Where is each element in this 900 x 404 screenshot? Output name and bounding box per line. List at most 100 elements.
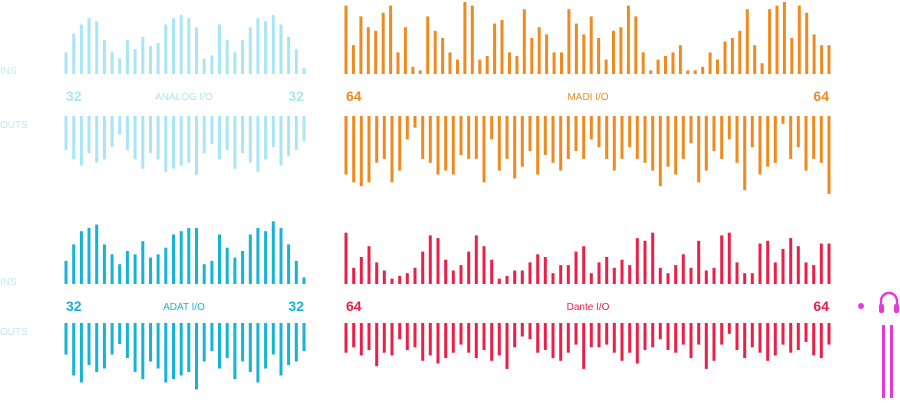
analog-outs-bar — [187, 116, 191, 163]
analog-outs-bar — [172, 116, 175, 169]
dante-ins-bar — [681, 254, 685, 284]
madi-ins-bar — [433, 30, 437, 74]
dante-outs-bar — [513, 323, 517, 348]
madi-outs-bar — [505, 116, 509, 159]
madi-ins-bar — [418, 70, 422, 74]
dante-outs-bar — [344, 323, 348, 353]
madi-ins-bar — [723, 41, 727, 74]
dante-outs-bar — [612, 323, 616, 353]
dante-outs-bar — [589, 323, 593, 348]
madi-ins-bar — [797, 5, 801, 75]
analog-ins-bar — [87, 18, 91, 74]
analog-outs-bar — [225, 116, 229, 151]
analog-ins-bar — [202, 58, 206, 74]
madi-ins-bars — [344, 2, 831, 75]
madi-ins-bar — [366, 27, 370, 74]
madi-outs-bar — [758, 116, 762, 175]
madi-outs-bar — [352, 116, 356, 183]
adat-outs-bar — [248, 323, 252, 372]
adat-outs-bar — [87, 323, 91, 365]
adat-ins-bar — [287, 244, 291, 284]
madi-outs-bar — [612, 116, 616, 171]
adat-outs-bar — [64, 323, 68, 355]
dante-outs-bar — [666, 323, 670, 350]
analog-ins-bar — [102, 39, 106, 74]
madi-ins-bar — [664, 56, 667, 74]
adat-outs-bar — [118, 323, 122, 344]
analog-ins-bar — [95, 21, 99, 74]
madi-outs-bar — [827, 116, 831, 194]
dante-outs-bar — [597, 323, 601, 348]
dante-outs-bar — [819, 323, 823, 359]
dante-ins-bar — [528, 262, 532, 284]
dante-ins-bar — [505, 275, 509, 284]
madi-outs-bar — [497, 116, 501, 171]
madi-ins-bar — [671, 52, 675, 74]
madi-ins-bar — [485, 56, 489, 74]
madi-ins-bar — [567, 9, 571, 75]
madi-ins-bar — [574, 23, 578, 75]
headphone-meter-left — [882, 325, 885, 398]
dante-outs-bar — [697, 323, 701, 345]
adat-count-right: 32 — [288, 298, 304, 314]
adat-ins-bar — [210, 260, 214, 284]
dante-ins-bar — [804, 262, 808, 284]
madi-ins-bar — [359, 16, 363, 74]
madi-outs-bar — [750, 116, 754, 148]
dante-ins-bar — [727, 232, 731, 284]
analog-title: ANALOG I/O — [155, 92, 213, 103]
analog-ins-bar — [256, 18, 260, 74]
dante-ins-bar — [704, 270, 708, 284]
madi-outs-bar — [689, 116, 693, 144]
analog-outs-bar — [264, 116, 268, 160]
dante-ins-bar — [651, 232, 655, 284]
dante-ins-bar — [390, 278, 394, 284]
adat-outs-bar — [125, 323, 129, 358]
madi-ins-bar — [604, 59, 608, 74]
madi-ins-bar — [693, 70, 697, 74]
madi-ins-bar — [634, 16, 638, 74]
dante-ins-bar — [574, 251, 578, 284]
adat-ins-bar — [271, 221, 275, 284]
analog-outs-bar — [302, 116, 306, 141]
adat-outs-bar — [210, 323, 214, 351]
analog-ins-bar — [218, 24, 221, 74]
madi-ins-bar — [827, 45, 831, 74]
madi-count-left: 64 — [346, 88, 362, 104]
madi-outs-bar — [727, 116, 731, 140]
dante-ins-bar — [597, 262, 601, 284]
adat-outs-bar — [256, 323, 260, 383]
madi-outs-bar — [589, 116, 593, 140]
madi-outs-bar — [704, 116, 708, 171]
madi-outs-bar — [551, 116, 555, 163]
analog-ins-bar — [248, 27, 252, 74]
madi-outs-bar — [398, 116, 402, 171]
adat-ins-bar — [218, 234, 221, 284]
madi-ins-bar — [775, 5, 779, 75]
madi-outs-bar — [597, 116, 601, 148]
madi-ins-bar — [396, 52, 400, 74]
dante-outs-bar — [789, 323, 793, 353]
dante-ins-bar — [589, 273, 593, 284]
madi-outs-bar — [513, 116, 517, 179]
adat-outs-bar — [172, 323, 175, 379]
madi-ins-bar — [552, 52, 556, 74]
panel-analog: 32 ANALOG I/O 32 — [64, 15, 306, 175]
dante-outs-bar — [405, 323, 409, 350]
dante-outs-bar — [459, 323, 463, 345]
analog-ins-bar — [179, 15, 183, 75]
madi-ins-bar — [448, 52, 452, 74]
adat-outs-bar — [279, 323, 283, 376]
headphone-meter-right — [890, 325, 893, 398]
analog-ins-bar — [187, 18, 191, 74]
dante-ins-bar — [497, 278, 501, 284]
adat-ins-bar — [179, 231, 183, 284]
adat-outs-bar — [110, 323, 114, 355]
madi-ins-bar — [619, 27, 623, 74]
dante-ins-bar — [459, 265, 463, 284]
madi-ins-bar — [537, 27, 541, 74]
dante-ins-bar — [628, 265, 632, 284]
madi-outs-bar — [566, 116, 570, 159]
madi-ins-bar — [649, 70, 653, 74]
